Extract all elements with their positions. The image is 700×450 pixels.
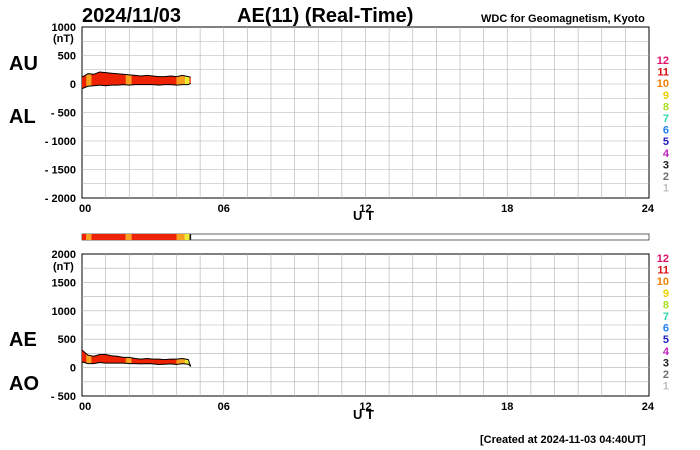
- au-al-grid: [82, 27, 649, 198]
- station-count-label: 12: [657, 253, 669, 265]
- ao-label: AO: [9, 373, 39, 395]
- data-band: [125, 72, 132, 89]
- data-fill-area: [82, 350, 191, 367]
- station-count-label: 8: [663, 101, 669, 113]
- ae-label: AE: [9, 329, 37, 351]
- station-bar-segment: [189, 234, 192, 240]
- au-label: AU: [9, 53, 38, 75]
- station-bar-segment: [131, 234, 177, 240]
- x-tick-label: 06: [218, 203, 230, 215]
- station-bar-segment: [184, 234, 190, 240]
- station-count-label: 1: [663, 381, 669, 393]
- chart-title: AE(11) (Real-Time): [237, 5, 413, 27]
- created-timestamp: [Created at 2024-11-03 04:40UT]: [480, 434, 646, 446]
- y-tick-label: - 1000: [45, 136, 76, 148]
- station-count-label: 5: [663, 334, 669, 346]
- data-band: [86, 72, 92, 89]
- station-count-label: 4: [663, 148, 670, 160]
- au-al-data: [81, 71, 191, 90]
- au-al-x-ticks: 00 06 12 18 24: [79, 203, 655, 215]
- station-count-label: 8: [663, 299, 669, 311]
- x-tick-label: 18: [501, 203, 513, 215]
- station-count-label: 6: [663, 323, 669, 335]
- station-count-label: 11: [657, 67, 669, 79]
- station-count-label: 4: [663, 346, 670, 358]
- station-count-label: 6: [663, 125, 669, 137]
- station-count-label: 3: [663, 159, 669, 171]
- station-count-label: 9: [663, 288, 669, 300]
- station-count-label: 9: [663, 90, 669, 102]
- station-count-label: 12: [657, 55, 669, 67]
- y-tick-label: 1000: [52, 306, 76, 318]
- series-line-au: [81, 71, 191, 78]
- x-tick-label: 12: [359, 401, 371, 413]
- y-tick-label: 0: [70, 79, 76, 91]
- station-bar-segment: [91, 234, 126, 240]
- y-tick-label: - 1500: [45, 165, 76, 177]
- au-al-x-axis-label: U T: [353, 208, 374, 223]
- y-tick-label: - 500: [51, 108, 76, 120]
- station-count-bar: [81, 233, 650, 241]
- station-count-label: 2: [663, 171, 669, 183]
- x-tick-label: 00: [79, 401, 91, 413]
- series-line-al: [81, 82, 191, 90]
- y-tick-label: - 500: [51, 391, 76, 403]
- al-label: AL: [9, 106, 36, 128]
- chart-date: 2024/11/03: [82, 5, 181, 27]
- x-tick-label: 24: [642, 203, 655, 215]
- station-count-label: 7: [663, 113, 669, 125]
- station-count-label: 2: [663, 369, 669, 381]
- y-tick-label: 1500: [52, 277, 76, 289]
- au-al-y-ticks: 1000 500 0 - 500 - 1000 - 1500 - 2000: [45, 22, 76, 205]
- station-count-label: 5: [663, 136, 669, 148]
- y-tick-label: 0: [70, 363, 76, 375]
- ae-ao-x-axis-label: U T: [353, 407, 374, 422]
- station-bar-segment: [86, 234, 92, 240]
- ae-ao-x-ticks: 00 06 12 18 24: [79, 401, 655, 413]
- data-band: [176, 72, 185, 89]
- station-bar-segment: [176, 234, 185, 240]
- y-tick-label: 500: [58, 51, 76, 63]
- station-count-label: 11: [657, 265, 669, 277]
- station-count-label: 1: [663, 183, 669, 195]
- credit-label: WDC for Geomagnetism, Kyoto: [481, 13, 645, 25]
- au-al-unit: (nT): [53, 33, 74, 45]
- data-band: [184, 72, 190, 89]
- station-count-label: 10: [657, 78, 669, 90]
- y-tick-label: 2000: [52, 249, 76, 261]
- station-bar-segment: [82, 234, 87, 240]
- data-band: [125, 350, 132, 367]
- y-tick-label: - 2000: [45, 193, 76, 205]
- series-line-ao: [81, 361, 192, 367]
- ae-ao-unit: (nT): [53, 261, 74, 273]
- x-tick-label: 00: [79, 203, 91, 215]
- station-count-label: 3: [663, 357, 669, 369]
- x-tick-label: 06: [218, 401, 230, 413]
- station-count-label: 7: [663, 311, 669, 323]
- y-tick-label: 1000: [52, 22, 76, 34]
- ae-ao-y-ticks: 2000 1500 1000 500 0 - 500: [51, 249, 76, 403]
- x-tick-label: 12: [359, 203, 371, 215]
- station-bar-segment: [125, 234, 132, 240]
- x-tick-label: 18: [501, 401, 513, 413]
- x-tick-label: 24: [642, 401, 655, 413]
- ae-ao-grid: [82, 254, 649, 396]
- station-count-label: 10: [657, 276, 669, 288]
- series-line-ae: [81, 349, 192, 367]
- y-tick-label: 500: [58, 334, 76, 346]
- data-band: [86, 350, 92, 367]
